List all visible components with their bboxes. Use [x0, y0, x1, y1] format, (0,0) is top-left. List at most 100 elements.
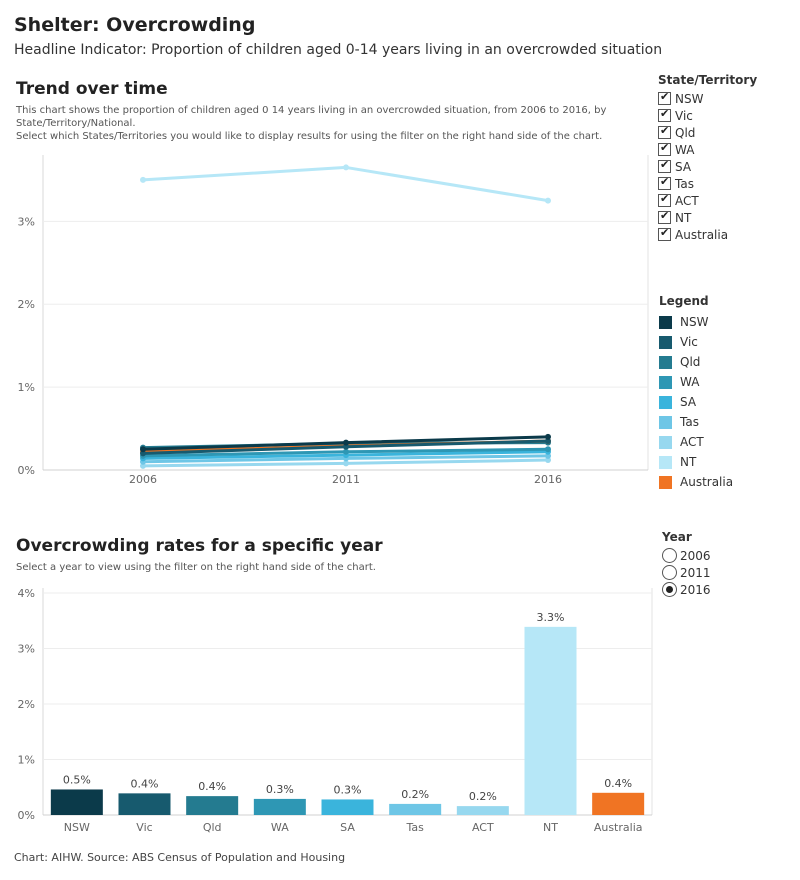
- checkbox[interactable]: [658, 124, 671, 139]
- bar[interactable]: [321, 799, 374, 815]
- data-point[interactable]: [140, 446, 146, 453]
- checkbox[interactable]: [658, 141, 671, 156]
- bar-data-label: 3.3%: [537, 611, 565, 624]
- state-filter-item-australia[interactable]: Australia: [658, 226, 757, 243]
- checkbox[interactable]: [658, 107, 671, 122]
- radio-button[interactable]: [662, 582, 677, 597]
- bar-data-label: 0.3%: [266, 783, 294, 796]
- legend-list: NSW Vic Qld WA SA Tas ACT NT Australia: [659, 312, 733, 492]
- legend-label: NT: [680, 455, 697, 469]
- legend-swatch: [659, 375, 672, 389]
- y-tick-label: 3%: [18, 643, 35, 656]
- legend-swatch: [659, 355, 672, 369]
- state-filter-item-qld[interactable]: Qld: [658, 124, 757, 141]
- bar-nsw[interactable]: 0.5% NSW: [50, 773, 103, 834]
- bar-sa[interactable]: 0.3% SA: [321, 783, 374, 834]
- year-option-2011[interactable]: 2011: [662, 564, 711, 581]
- state-filter-item-wa[interactable]: WA: [658, 141, 757, 158]
- bar[interactable]: [592, 792, 645, 815]
- radio-button[interactable]: [662, 548, 677, 563]
- checkbox[interactable]: [658, 226, 671, 241]
- checkbox[interactable]: [658, 175, 671, 190]
- bar[interactable]: [118, 793, 171, 815]
- data-point[interactable]: [343, 443, 349, 450]
- bar-australia[interactable]: 0.4% Australia: [592, 777, 645, 834]
- checkbox[interactable]: [658, 192, 671, 207]
- data-point[interactable]: [545, 197, 551, 204]
- trend-line-chart: 0% 1% 2% 3% 2006 2011 2016: [18, 155, 649, 486]
- data-point[interactable]: [545, 452, 551, 459]
- state-filter-title: State/Territory: [658, 73, 758, 87]
- data-point[interactable]: [545, 433, 551, 440]
- data-point[interactable]: [545, 457, 551, 464]
- bar[interactable]: [186, 796, 239, 815]
- bar[interactable]: [524, 626, 577, 815]
- data-point[interactable]: [343, 439, 349, 446]
- series-line: [142, 165, 549, 203]
- state-filter-item-nt[interactable]: NT: [658, 209, 757, 226]
- legend-label: ACT: [680, 435, 704, 449]
- data-point[interactable]: [545, 437, 551, 444]
- year-option-2016[interactable]: 2016: [662, 581, 711, 598]
- state-filter-label: NSW: [675, 91, 704, 106]
- series-nt[interactable]: [140, 164, 551, 204]
- bar-qld[interactable]: 0.4% Qld: [186, 780, 239, 834]
- state-filter-item-vic[interactable]: Vic: [658, 107, 757, 124]
- x-category-label: NT: [543, 821, 558, 834]
- state-filter-label: WA: [675, 142, 695, 157]
- state-filter-label: ACT: [675, 193, 699, 208]
- year-filter-title: Year: [662, 530, 692, 544]
- footer-source: Chart: AIHW. Source: ABS Census of Popul…: [14, 851, 346, 864]
- legend-swatch: [659, 455, 672, 469]
- series-wa[interactable]: [140, 446, 551, 459]
- legend-label: WA: [680, 375, 700, 389]
- legend-item-tas: Tas: [659, 412, 733, 432]
- legend-swatch: [659, 435, 672, 449]
- bar[interactable]: [50, 789, 103, 815]
- state-filter-label: Australia: [675, 227, 729, 242]
- bar-data-label: 0.2%: [469, 790, 497, 803]
- y-tick-label: 4%: [18, 587, 35, 600]
- checkbox[interactable]: [658, 90, 671, 105]
- checkbox[interactable]: [658, 209, 671, 224]
- bar-act[interactable]: 0.2% ACT: [456, 790, 509, 834]
- state-filter-label: Vic: [675, 108, 693, 123]
- legend-swatch: [659, 335, 672, 349]
- series-vic[interactable]: [140, 437, 551, 457]
- data-point[interactable]: [545, 446, 551, 453]
- x-tick-label: 2016: [534, 473, 562, 486]
- radio-button[interactable]: [662, 565, 677, 580]
- bar-vic[interactable]: 0.4% Vic: [118, 777, 171, 834]
- legend-label: Australia: [680, 475, 734, 489]
- data-point[interactable]: [343, 460, 349, 467]
- data-point[interactable]: [140, 176, 146, 183]
- year-option-label: 2011: [680, 565, 711, 580]
- year-option-2006[interactable]: 2006: [662, 547, 711, 564]
- y-tick-label: 1%: [18, 381, 35, 394]
- state-filter-item-act[interactable]: ACT: [658, 192, 757, 209]
- series-nsw[interactable]: [140, 433, 551, 453]
- trend-description-line: State/Territory/National.: [16, 118, 136, 129]
- bar[interactable]: [389, 803, 442, 815]
- y-tick-label: 0%: [18, 464, 35, 477]
- checkbox[interactable]: [658, 158, 671, 173]
- data-point[interactable]: [140, 462, 146, 469]
- legend-title: Legend: [659, 294, 709, 308]
- bar-tas[interactable]: 0.2% Tas: [389, 788, 442, 834]
- data-point[interactable]: [343, 164, 349, 171]
- bar-wa[interactable]: 0.3% WA: [253, 783, 306, 834]
- bar-nt[interactable]: 3.3% NT: [524, 611, 577, 834]
- trend-description-line: Select which States/Territories you woul…: [16, 131, 603, 142]
- legend-item-vic: Vic: [659, 332, 733, 352]
- trend-section-title: Trend over time: [16, 79, 168, 99]
- bar[interactable]: [253, 798, 306, 815]
- state-filter-item-nsw[interactable]: NSW: [658, 90, 757, 107]
- state-filter-item-sa[interactable]: SA: [658, 158, 757, 175]
- data-point[interactable]: [140, 450, 146, 457]
- legend-label: Qld: [680, 355, 701, 369]
- y-tick-label: 0%: [18, 809, 35, 822]
- bar[interactable]: [456, 806, 509, 815]
- state-filter-item-tas[interactable]: Tas: [658, 175, 757, 192]
- data-point[interactable]: [343, 448, 349, 455]
- series-act[interactable]: [140, 457, 551, 469]
